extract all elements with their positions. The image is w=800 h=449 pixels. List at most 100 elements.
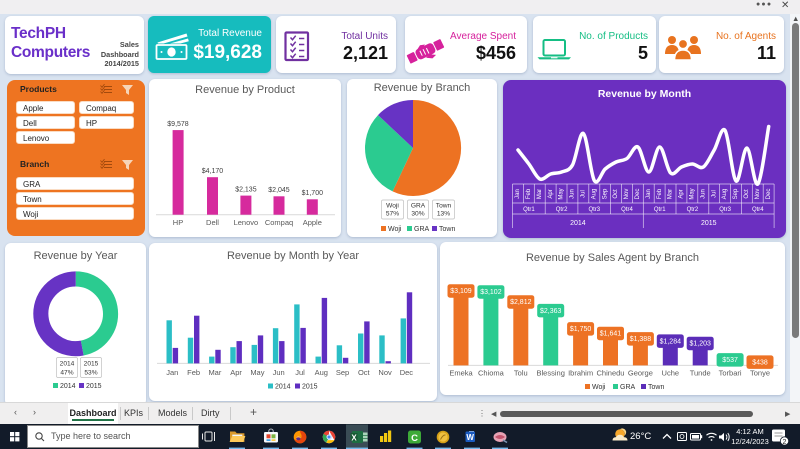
svg-text:Dell: Dell [206, 218, 219, 227]
svg-text:Ibrahim: Ibrahim [568, 369, 593, 378]
svg-text:Feb: Feb [657, 188, 663, 199]
svg-text:Emeka: Emeka [449, 369, 473, 378]
svg-text:HP: HP [173, 218, 183, 227]
svg-text:2015: 2015 [84, 361, 99, 368]
svg-text:Woji: Woji [592, 384, 606, 391]
svg-text:Lenovo: Lenovo [234, 218, 259, 227]
svg-text:C: C [411, 433, 418, 444]
svg-text:2014: 2014 [60, 383, 76, 390]
svg-text:Jul: Jul [711, 190, 717, 198]
svg-text:Uche: Uche [662, 369, 680, 378]
svg-text:53%: 53% [84, 370, 97, 377]
svg-text:Chinedu: Chinedu [597, 369, 625, 378]
svg-text:2: 2 [783, 439, 787, 446]
svg-text:Nov: Nov [378, 368, 392, 377]
svg-text:$4,170: $4,170 [202, 168, 224, 175]
svg-text:Qtr2: Qtr2 [687, 207, 699, 213]
svg-text:$2,045: $2,045 [268, 187, 290, 194]
svg-text:Town: Town [436, 203, 452, 210]
svg-text:Compaq: Compaq [265, 218, 293, 227]
svg-text:$9,578: $9,578 [167, 121, 189, 128]
svg-text:13%: 13% [437, 211, 450, 218]
svg-text:Tolu: Tolu [514, 369, 528, 378]
svg-text:$1,284: $1,284 [660, 338, 682, 345]
svg-text:$537: $537 [722, 357, 738, 364]
svg-text:47%: 47% [60, 370, 73, 377]
svg-text:Torbari: Torbari [719, 369, 742, 378]
svg-text:$1,203: $1,203 [689, 341, 711, 348]
svg-text:Qtr1: Qtr1 [523, 207, 535, 213]
svg-text:$1,388: $1,388 [630, 336, 652, 343]
svg-text:Qtr2: Qtr2 [556, 207, 568, 213]
svg-text:May: May [689, 188, 695, 199]
svg-text:Jun: Jun [273, 368, 285, 377]
svg-text:Sep: Sep [602, 188, 608, 199]
svg-text:W: W [466, 433, 474, 442]
svg-text:Dec: Dec [635, 189, 641, 200]
svg-text:Town: Town [648, 384, 664, 391]
svg-text:Tunde: Tunde [690, 369, 711, 378]
svg-text:Oct: Oct [744, 189, 750, 199]
svg-text:$1,700: $1,700 [302, 190, 324, 197]
svg-text:Feb: Feb [187, 368, 200, 377]
svg-text:Qtr1: Qtr1 [654, 207, 666, 213]
svg-text:Aug: Aug [722, 189, 728, 200]
svg-text:$1,641: $1,641 [600, 331, 622, 338]
svg-text:Qtr3: Qtr3 [588, 207, 600, 213]
svg-text:Dec: Dec [766, 189, 772, 200]
svg-text:Woji: Woji [386, 203, 399, 210]
svg-text:2015: 2015 [701, 220, 717, 227]
svg-text:Jul: Jul [295, 368, 305, 377]
svg-text:X: X [351, 434, 357, 443]
svg-text:Jan: Jan [646, 189, 652, 199]
svg-text:Dec: Dec [400, 368, 414, 377]
svg-text:Mar: Mar [537, 189, 543, 199]
svg-text:Oct: Oct [613, 189, 619, 199]
svg-text:Jan: Jan [166, 368, 178, 377]
svg-text:$3,102: $3,102 [480, 289, 502, 296]
svg-text:Apple: Apple [303, 218, 322, 227]
svg-text:$2,812: $2,812 [510, 299, 532, 306]
svg-text:Aug: Aug [315, 368, 328, 377]
svg-text:Jan: Jan [515, 189, 521, 199]
svg-text:2014: 2014 [570, 220, 586, 227]
svg-text:Blessing: Blessing [537, 369, 565, 378]
svg-text:2014: 2014 [60, 361, 75, 368]
svg-text:Jun: Jun [570, 189, 576, 199]
svg-text:Jul: Jul [580, 190, 586, 198]
svg-text:Nov: Nov [755, 189, 761, 200]
svg-text:George: George [628, 369, 653, 378]
svg-text:Mar: Mar [208, 368, 221, 377]
svg-text:GRA: GRA [414, 226, 430, 233]
svg-text:Sep: Sep [733, 188, 739, 199]
svg-text:57%: 57% [386, 211, 399, 218]
svg-text:Chioma: Chioma [478, 369, 505, 378]
svg-text:Qtr3: Qtr3 [719, 207, 731, 213]
svg-text:Nov: Nov [624, 189, 630, 200]
svg-text:$2,135: $2,135 [235, 187, 257, 194]
svg-text:Qtr4: Qtr4 [621, 207, 633, 213]
svg-text:2014: 2014 [275, 384, 291, 391]
svg-text:Aug: Aug [591, 189, 597, 200]
svg-text:Town: Town [439, 226, 455, 233]
svg-text:Qtr4: Qtr4 [752, 207, 764, 213]
svg-text:$3,109: $3,109 [450, 288, 472, 295]
svg-text:Mar: Mar [668, 189, 674, 199]
svg-text:Apr: Apr [679, 189, 685, 198]
svg-text:Apr: Apr [230, 368, 242, 377]
svg-text:GRA: GRA [620, 384, 636, 391]
svg-text:Jun: Jun [700, 189, 706, 199]
svg-text:Apr: Apr [548, 189, 554, 198]
svg-text:$438: $438 [752, 359, 768, 366]
svg-text:Tonye: Tonye [750, 369, 770, 378]
svg-text:2015: 2015 [86, 383, 102, 390]
svg-text:May: May [559, 188, 565, 199]
svg-text:Woji: Woji [388, 226, 402, 233]
svg-text:GRA: GRA [411, 203, 426, 210]
svg-text:Sep: Sep [336, 368, 349, 377]
svg-text:$2,363: $2,363 [540, 308, 562, 315]
svg-text:30%: 30% [411, 211, 424, 218]
svg-text:Feb: Feb [526, 188, 532, 199]
svg-text:May: May [250, 368, 264, 377]
svg-text:2015: 2015 [302, 384, 318, 391]
